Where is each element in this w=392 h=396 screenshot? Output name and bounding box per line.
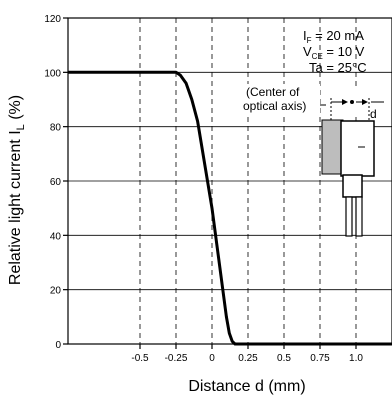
condition-ta: Ta = 25°C <box>309 60 367 75</box>
y-tick-label: 20 <box>50 286 62 297</box>
sensor-inset-diagram: d <box>320 88 384 237</box>
inset-d-label: d <box>370 107 377 121</box>
condition-if: IF = 20 mA <box>303 28 364 45</box>
ticks <box>63 17 357 349</box>
curve-layer <box>68 70 392 346</box>
annotation-line-2: optical axis) <box>243 99 306 113</box>
x-tick-label: 0.75 <box>310 353 330 364</box>
y-tick-label: 80 <box>50 123 62 134</box>
y-tick-label: 60 <box>50 177 62 188</box>
x-tick-label: 0 <box>209 353 215 364</box>
y-tick-label: 100 <box>44 68 61 79</box>
x-tick-label: 0.5 <box>277 353 291 364</box>
annotation-line-1: (Center of <box>246 85 300 99</box>
series-line-0 <box>68 70 392 346</box>
y-axis-title: Relative light current IL (%) <box>7 95 27 285</box>
y-tick-label: 120 <box>44 14 61 25</box>
x-tick-label: -0.5 <box>131 353 149 364</box>
y-tick-label: 40 <box>50 231 62 242</box>
x-tick-labels: -0.5 -0.25 0 0.25 0.5 0.75 1.0 <box>131 353 363 364</box>
y-tick-labels: 0 20 40 60 80 100 120 <box>44 14 61 351</box>
x-tick-label: 0.25 <box>238 353 258 364</box>
y-tick-label: 0 <box>55 340 61 351</box>
x-tick-label: 1.0 <box>349 353 363 364</box>
annotation-bg <box>242 84 320 114</box>
x-tick-label: -0.25 <box>165 353 188 364</box>
condition-vce: VCE = 10 V <box>303 44 365 61</box>
x-axis-title: Distance d (mm) <box>188 378 305 395</box>
